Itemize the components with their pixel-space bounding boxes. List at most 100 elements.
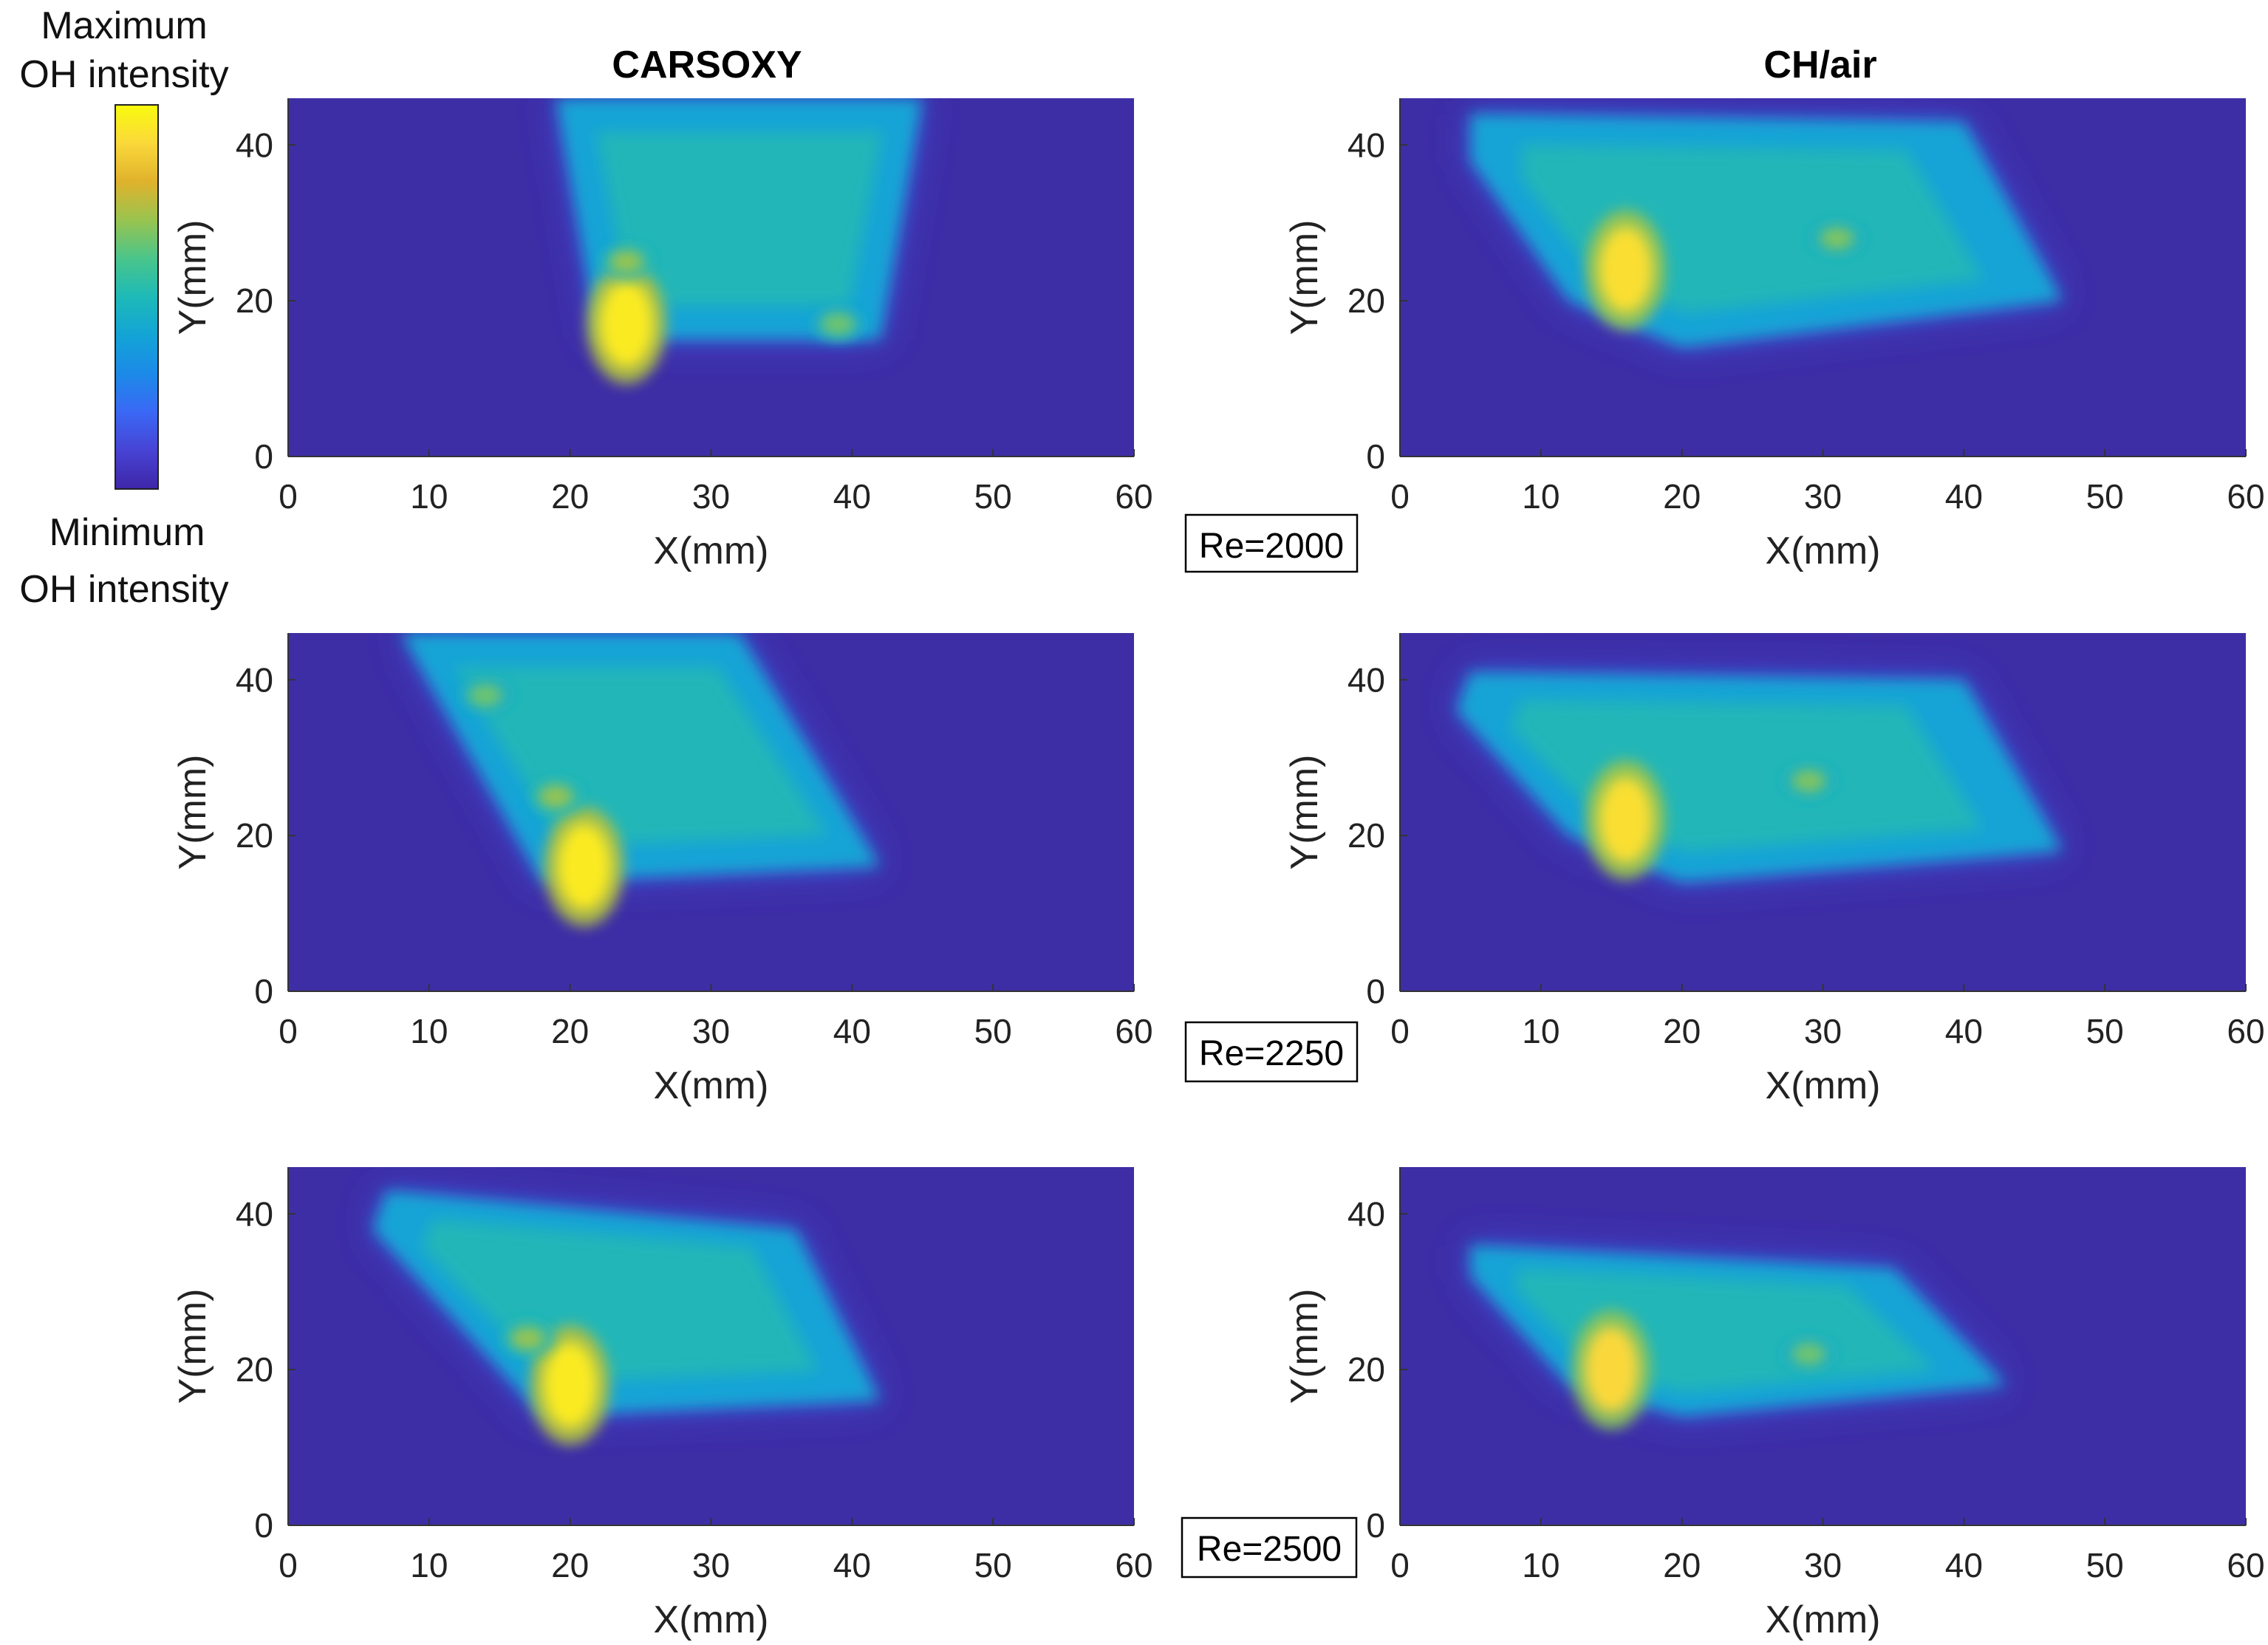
y-tick-label: 40 (1348, 660, 1385, 699)
x-tick-label: 10 (1522, 1546, 1560, 1584)
x-tick-label: 60 (2227, 1012, 2264, 1050)
colorbar-max-label-line-1: Maximum (41, 4, 207, 47)
x-tick-label: 60 (2227, 477, 2264, 516)
heatmap-image (1400, 1167, 2246, 1525)
panels: 0 10 20 30 40 50 60 0 20 40 X(mm) Y(mm) 0 10 20 30 40 50 6… (171, 98, 2265, 1641)
x-tick-label: 60 (2227, 1546, 2264, 1584)
x-tick-label: 10 (1522, 477, 1560, 516)
x-axis-label: X(mm) (654, 530, 769, 572)
hot-spot (1791, 769, 1827, 793)
y-tick-label: 0 (254, 437, 273, 476)
heatmap-panel-2: 0 10 20 30 40 50 60 0 20 40 X(mm) Y(mm) (1283, 98, 2265, 572)
x-tick-label: 60 (1115, 1546, 1152, 1584)
y-tick-label: 0 (1366, 1506, 1385, 1545)
x-tick-label: 50 (974, 477, 1012, 516)
x-tick-label: 10 (410, 1012, 448, 1050)
re-label-2250: Re=2250 (1199, 1034, 1344, 1073)
heatmap-panel-4: 0 10 20 30 40 50 60 0 20 40 X(mm) Y(mm) (1283, 633, 2265, 1107)
flame-core (596, 131, 883, 307)
hot-spot (600, 281, 653, 367)
y-axis-label: Y(mm) (1283, 755, 1326, 870)
colorbar: Maximum OH intensity Minimum OH intensit… (19, 4, 228, 611)
hot-spot (538, 784, 574, 809)
y-tick-label: 20 (236, 816, 273, 855)
heatmap-image (288, 1167, 1134, 1525)
heatmap-panel-1: 0 10 20 30 40 50 60 0 20 40 X(mm) Y(mm) (171, 98, 1153, 572)
x-axis-label: X(mm) (1766, 1598, 1881, 1641)
heatmap-panel-6: 0 10 20 30 40 50 60 0 20 40 X(mm) Y(mm) (1283, 1167, 2265, 1641)
colorbar-min-label-line-2: OH intensity (19, 568, 228, 611)
hot-spot (557, 824, 611, 910)
heatmap-panel-3: 0 10 20 30 40 50 60 0 20 40 X(mm) Y(mm) (171, 633, 1153, 1107)
hot-spot (1599, 777, 1653, 863)
x-tick-label: 30 (1804, 477, 1842, 516)
y-tick-label: 40 (236, 126, 273, 164)
x-tick-label: 50 (974, 1546, 1012, 1584)
x-tick-label: 0 (279, 477, 298, 516)
x-tick-label: 20 (551, 1546, 589, 1584)
x-axis-label: X(mm) (1766, 530, 1881, 572)
x-tick-label: 0 (1390, 477, 1410, 516)
x-tick-label: 20 (1663, 477, 1701, 516)
y-tick-label: 20 (1348, 816, 1385, 855)
x-tick-label: 30 (692, 1012, 730, 1050)
x-tick-label: 30 (1804, 1546, 1842, 1584)
x-tick-label: 50 (974, 1012, 1012, 1050)
y-tick-label: 20 (1348, 281, 1385, 320)
y-tick-label: 40 (236, 660, 273, 699)
x-tick-label: 60 (1115, 1012, 1152, 1050)
x-tick-label: 40 (833, 1546, 871, 1584)
y-tick-label: 20 (236, 1350, 273, 1389)
re-label-box-2500: Re=2500 (1181, 1516, 1358, 1579)
x-tick-label: 40 (1945, 477, 1983, 516)
x-tick-label: 30 (1804, 1012, 1842, 1050)
x-tick-label: 30 (692, 1546, 730, 1584)
colorbar-min-label-line-1: Minimum (49, 511, 205, 554)
x-tick-label: 50 (2086, 1546, 2124, 1584)
x-tick-label: 30 (692, 477, 730, 516)
y-tick-label: 0 (254, 1506, 273, 1545)
colorbar-max-label-line-2: OH intensity (19, 53, 228, 96)
re-label-box-2000: Re=2000 (1184, 513, 1359, 573)
x-axis-label: X(mm) (654, 1598, 769, 1641)
heatmap-image (288, 98, 1134, 456)
x-tick-label: 0 (1390, 1012, 1410, 1050)
heatmap-image (288, 633, 1134, 991)
hot-spot (510, 1326, 546, 1350)
y-axis-label: Y(mm) (1283, 220, 1326, 335)
x-tick-label: 0 (279, 1012, 298, 1050)
y-axis-label: Y(mm) (171, 1289, 214, 1404)
x-tick-label: 20 (551, 477, 589, 516)
x-tick-label: 20 (1663, 1546, 1701, 1584)
heatmap-image (1400, 633, 2246, 991)
y-tick-label: 0 (1366, 972, 1385, 1010)
y-tick-label: 0 (254, 972, 273, 1010)
y-tick-label: 20 (1348, 1350, 1385, 1389)
heatmap-image (1400, 98, 2246, 456)
x-tick-label: 10 (1522, 1012, 1560, 1050)
x-tick-label: 10 (410, 1546, 448, 1584)
hot-spot (1819, 226, 1855, 250)
x-axis-label: X(mm) (654, 1064, 769, 1107)
x-tick-label: 40 (833, 1012, 871, 1050)
hot-spot (543, 1342, 597, 1429)
hot-spot (1791, 1342, 1827, 1367)
x-tick-label: 40 (1945, 1012, 1983, 1050)
x-tick-label: 0 (279, 1546, 298, 1584)
re-label-2500: Re=2500 (1197, 1530, 1342, 1569)
hot-spot (820, 312, 856, 336)
y-tick-label: 40 (1348, 1194, 1385, 1233)
x-tick-label: 40 (833, 477, 871, 516)
x-tick-label: 50 (2086, 1012, 2124, 1050)
y-tick-label: 40 (236, 1194, 273, 1233)
re-label-2000: Re=2000 (1199, 527, 1344, 566)
x-tick-label: 10 (410, 477, 448, 516)
y-tick-label: 40 (1348, 126, 1385, 164)
x-axis-label: X(mm) (1766, 1064, 1881, 1107)
y-axis-label: Y(mm) (1283, 1289, 1326, 1404)
y-tick-label: 0 (1366, 437, 1385, 476)
x-tick-label: 50 (2086, 477, 2124, 516)
column-title-ch-air: CH/air (1763, 44, 1876, 86)
hot-spot (1585, 1327, 1639, 1413)
